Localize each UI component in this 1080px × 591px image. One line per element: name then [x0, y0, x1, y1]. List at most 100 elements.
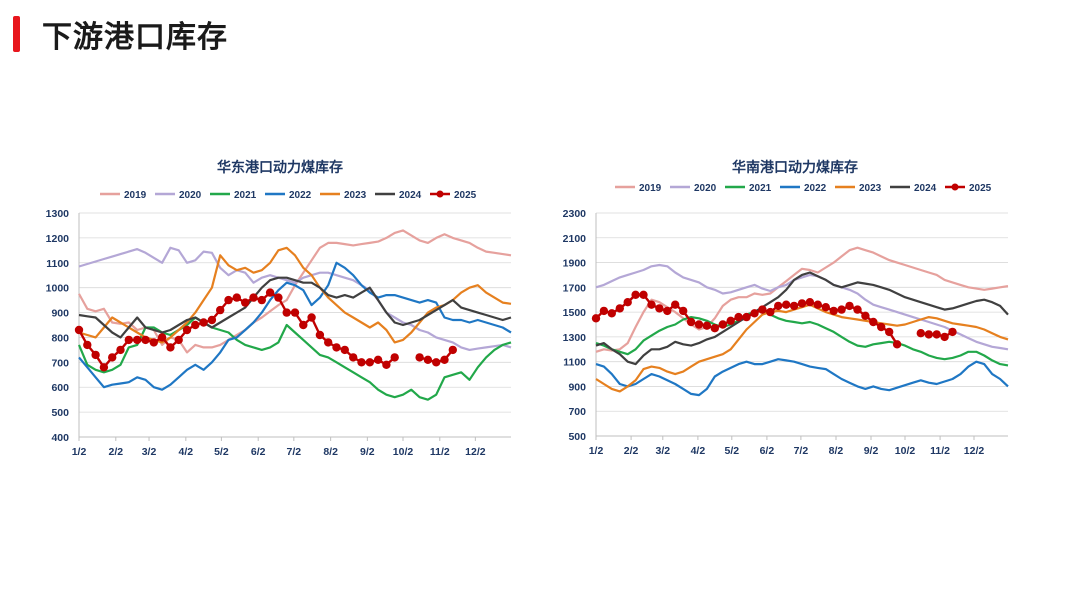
data-point-2025 [766, 307, 775, 317]
data-point-2025 [315, 330, 325, 340]
east-china-port-chart: 华东港口动力煤库存 2019 2020 2021 2022 2023 2024 2025 400… [46, 159, 512, 458]
y-tick-label: 900 [51, 308, 69, 320]
data-point-2025 [274, 293, 283, 302]
legend-label-2025: 2025 [454, 190, 477, 201]
data-point-2025 [726, 316, 735, 325]
y-tick-label: 700 [51, 357, 69, 369]
legend-marker-2025 [951, 183, 959, 191]
legend-label-2025: 2025 [969, 183, 992, 194]
chart-title: 华南港口动力煤库存 [732, 159, 858, 176]
y-tick-label: 800 [51, 332, 69, 344]
y-tick-label: 1700 [563, 282, 587, 294]
series-line-2022 [595, 358, 1009, 397]
y-tick-label: 2100 [563, 233, 587, 245]
data-point-2025 [382, 360, 391, 369]
data-point-2025 [797, 299, 807, 308]
data-point-2025 [734, 312, 743, 322]
x-tick-label: 1/2 [589, 445, 604, 457]
data-point-2025 [813, 300, 822, 309]
legend-label-2023: 2023 [859, 183, 882, 194]
x-tick-label: 7/2 [794, 445, 809, 457]
data-point-2025 [448, 345, 457, 355]
data-point-2025 [591, 314, 601, 323]
x-tick-label: 9/2 [360, 446, 375, 458]
y-tick-label: 400 [51, 432, 69, 444]
data-point-2025 [232, 293, 241, 302]
data-point-2025 [869, 317, 878, 327]
data-point-2025 [299, 320, 308, 330]
y-tick-label: 1100 [46, 258, 69, 270]
data-point-2025 [282, 308, 291, 317]
data-point-2025 [365, 358, 374, 367]
y-tick-label: 1000 [46, 283, 70, 295]
data-point-2025 [91, 350, 100, 360]
data-point-2025 [340, 345, 349, 355]
data-point-2025 [182, 325, 192, 335]
legend-label-2024: 2024 [914, 183, 937, 194]
data-point-2025 [440, 355, 449, 364]
x-tick-label: 7/2 [287, 446, 302, 458]
data-point-2025 [74, 325, 84, 335]
x-tick-label: 6/2 [760, 445, 775, 457]
data-point-2025 [663, 306, 672, 316]
legend-label-2019: 2019 [124, 190, 147, 201]
data-point-2025 [199, 318, 208, 327]
series-line-2019 [78, 229, 512, 354]
series-line-2023 [78, 246, 512, 344]
chart-title: 华东港口动力煤库存 [217, 159, 343, 176]
legend-label-2020: 2020 [694, 183, 717, 194]
data-point-2025 [789, 301, 799, 311]
data-point-2025 [877, 322, 886, 332]
series-line-2024 [595, 271, 1009, 366]
data-point-2025 [718, 320, 727, 329]
y-tick-label: 700 [568, 406, 586, 418]
data-point-2025 [332, 343, 341, 352]
x-tick-label: 8/2 [829, 445, 844, 457]
x-tick-label: 9/2 [864, 445, 879, 457]
data-point-2025 [191, 320, 200, 330]
data-point-2025 [423, 355, 433, 364]
data-point-2025 [647, 300, 656, 309]
y-tick-label: 1500 [563, 307, 587, 319]
data-point-2025 [655, 304, 664, 313]
data-point-2025 [916, 329, 925, 338]
x-tick-label: 10/2 [895, 445, 916, 457]
y-tick-label: 1100 [563, 357, 586, 369]
data-point-2025 [349, 353, 358, 362]
data-point-2025 [324, 338, 333, 347]
data-point-2025 [710, 324, 719, 333]
data-point-2025 [805, 298, 815, 307]
y-tick-label: 1200 [46, 233, 70, 245]
data-point-2025 [924, 330, 933, 339]
data-point-2025 [373, 355, 383, 364]
x-tick-label: 2/2 [108, 446, 123, 458]
legend-label-2022: 2022 [804, 183, 827, 194]
data-point-2025 [415, 353, 424, 362]
x-tick-label: 4/2 [179, 446, 194, 458]
x-tick-label: 10/2 [393, 446, 414, 458]
series-line-2020 [78, 246, 512, 351]
data-point-2025 [623, 298, 632, 307]
data-point-2025 [133, 335, 142, 345]
data-point-2025 [686, 317, 696, 327]
x-tick-label: 12/2 [964, 445, 985, 457]
y-tick-label: 1300 [563, 332, 587, 344]
series-line-2023 [595, 303, 1009, 393]
data-point-2025 [390, 353, 399, 362]
legend-label-2024: 2024 [399, 190, 422, 201]
data-point-2025 [639, 290, 648, 299]
data-point-2025 [932, 330, 941, 339]
x-tick-label: 5/2 [214, 446, 229, 458]
data-point-2025 [432, 358, 441, 367]
title-accent-bar [13, 16, 20, 52]
x-tick-label: 6/2 [251, 446, 266, 458]
series-line-2019 [595, 246, 1009, 353]
data-point-2025 [885, 327, 894, 337]
y-tick-label: 500 [568, 431, 586, 443]
y-tick-label: 900 [568, 381, 586, 393]
x-tick-label: 8/2 [323, 446, 338, 458]
x-tick-label: 4/2 [691, 445, 706, 457]
x-tick-label: 11/2 [930, 445, 950, 457]
y-tick-label: 2300 [563, 208, 587, 220]
data-point-2025 [948, 327, 957, 337]
